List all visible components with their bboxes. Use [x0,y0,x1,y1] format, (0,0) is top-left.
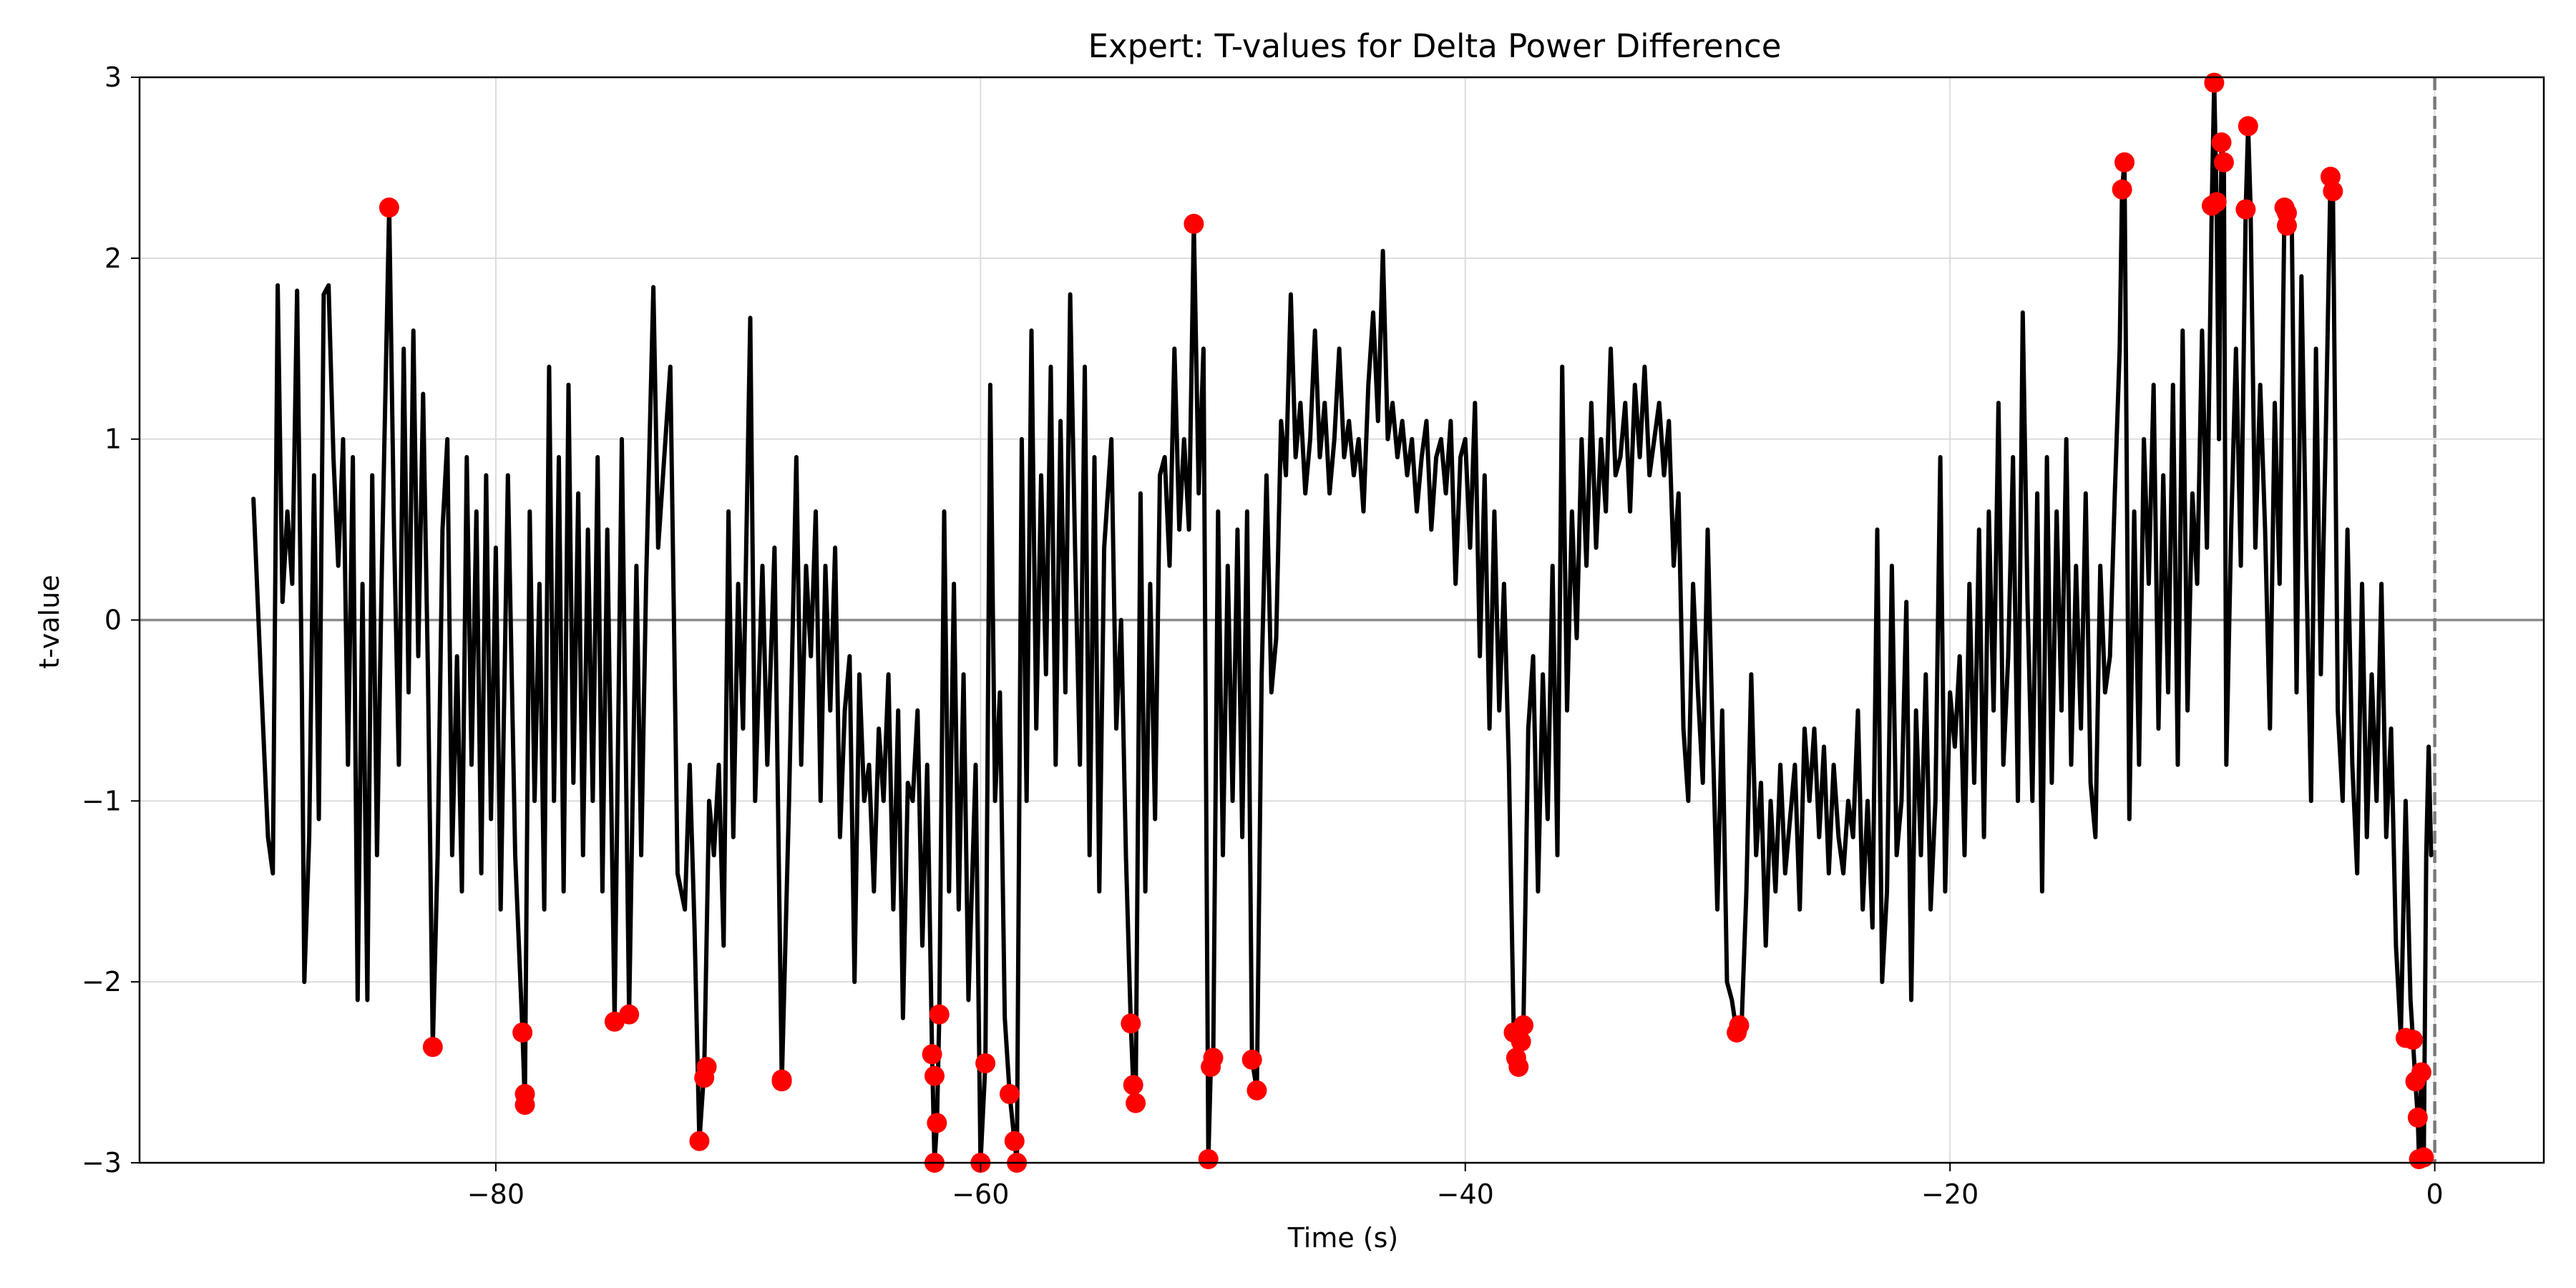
significant-point [922,1044,942,1065]
chart-title: Expert: T-values for Delta Power Differe… [1088,27,1782,65]
significant-point [2276,203,2297,223]
significant-point [422,1037,443,1058]
significant-point [619,1004,640,1025]
significant-point [2414,1147,2434,1168]
significant-point [1123,1075,1143,1096]
significant-point [512,1022,533,1043]
x-tick-label: −20 [1921,1179,1979,1210]
y-tick-label: 2 [104,243,122,274]
y-tick-label: 3 [104,62,122,93]
significant-point [1241,1049,1262,1070]
y-tick-label: −1 [82,785,122,816]
significant-point [1729,1015,1750,1035]
significant-point [2213,152,2234,172]
significant-point [2411,1062,2431,1083]
y-axis-label: t-value [34,575,65,668]
y-tick-label: 0 [104,605,122,636]
significant-point [379,197,399,218]
significant-point [1126,1093,1146,1113]
significant-point [514,1095,535,1116]
t-value-series-line [251,80,2434,1165]
y-tick-label: −3 [82,1147,122,1179]
significant-point [2235,199,2256,220]
significant-point [2114,152,2135,172]
significant-point [1121,1013,1141,1034]
significant-points [379,72,2434,1173]
significant-point [924,1065,945,1086]
significant-point [2323,181,2343,202]
significant-point [1198,1148,1219,1169]
significant-point [2238,116,2258,137]
significant-point [1246,1080,1267,1101]
significant-point [1508,1056,1529,1077]
significant-point [771,1069,792,1090]
significant-point [927,1113,947,1133]
x-tick-label: 0 [2426,1179,2443,1210]
significant-point [2206,192,2227,213]
significant-point [1511,1031,1531,1052]
significant-point [999,1083,1020,1104]
significant-point [2403,1030,2424,1050]
significant-point [1004,1131,1025,1151]
x-axis-label: Time (s) [1287,1222,1399,1254]
significant-point [2204,72,2225,93]
significant-point [1513,1015,1534,1035]
significant-point [2112,179,2132,200]
significant-point [929,1004,950,1025]
y-tick-label: −2 [82,966,122,997]
x-tick-label: −80 [467,1179,525,1210]
x-tick-label: −40 [1437,1179,1494,1210]
significant-point [975,1053,996,1073]
significant-point [696,1056,717,1077]
y-tick-label: 1 [104,424,122,455]
axis-ticks: −80 −60 −40 −20 0 −3 −2 −1 0 1 2 3 [82,62,2444,1210]
significant-point [1184,213,1204,234]
x-tick-label: −60 [952,1179,1009,1210]
significant-point [2211,132,2232,153]
significant-point [2407,1107,2428,1128]
significant-point [1203,1048,1224,1068]
significant-point [689,1131,710,1151]
